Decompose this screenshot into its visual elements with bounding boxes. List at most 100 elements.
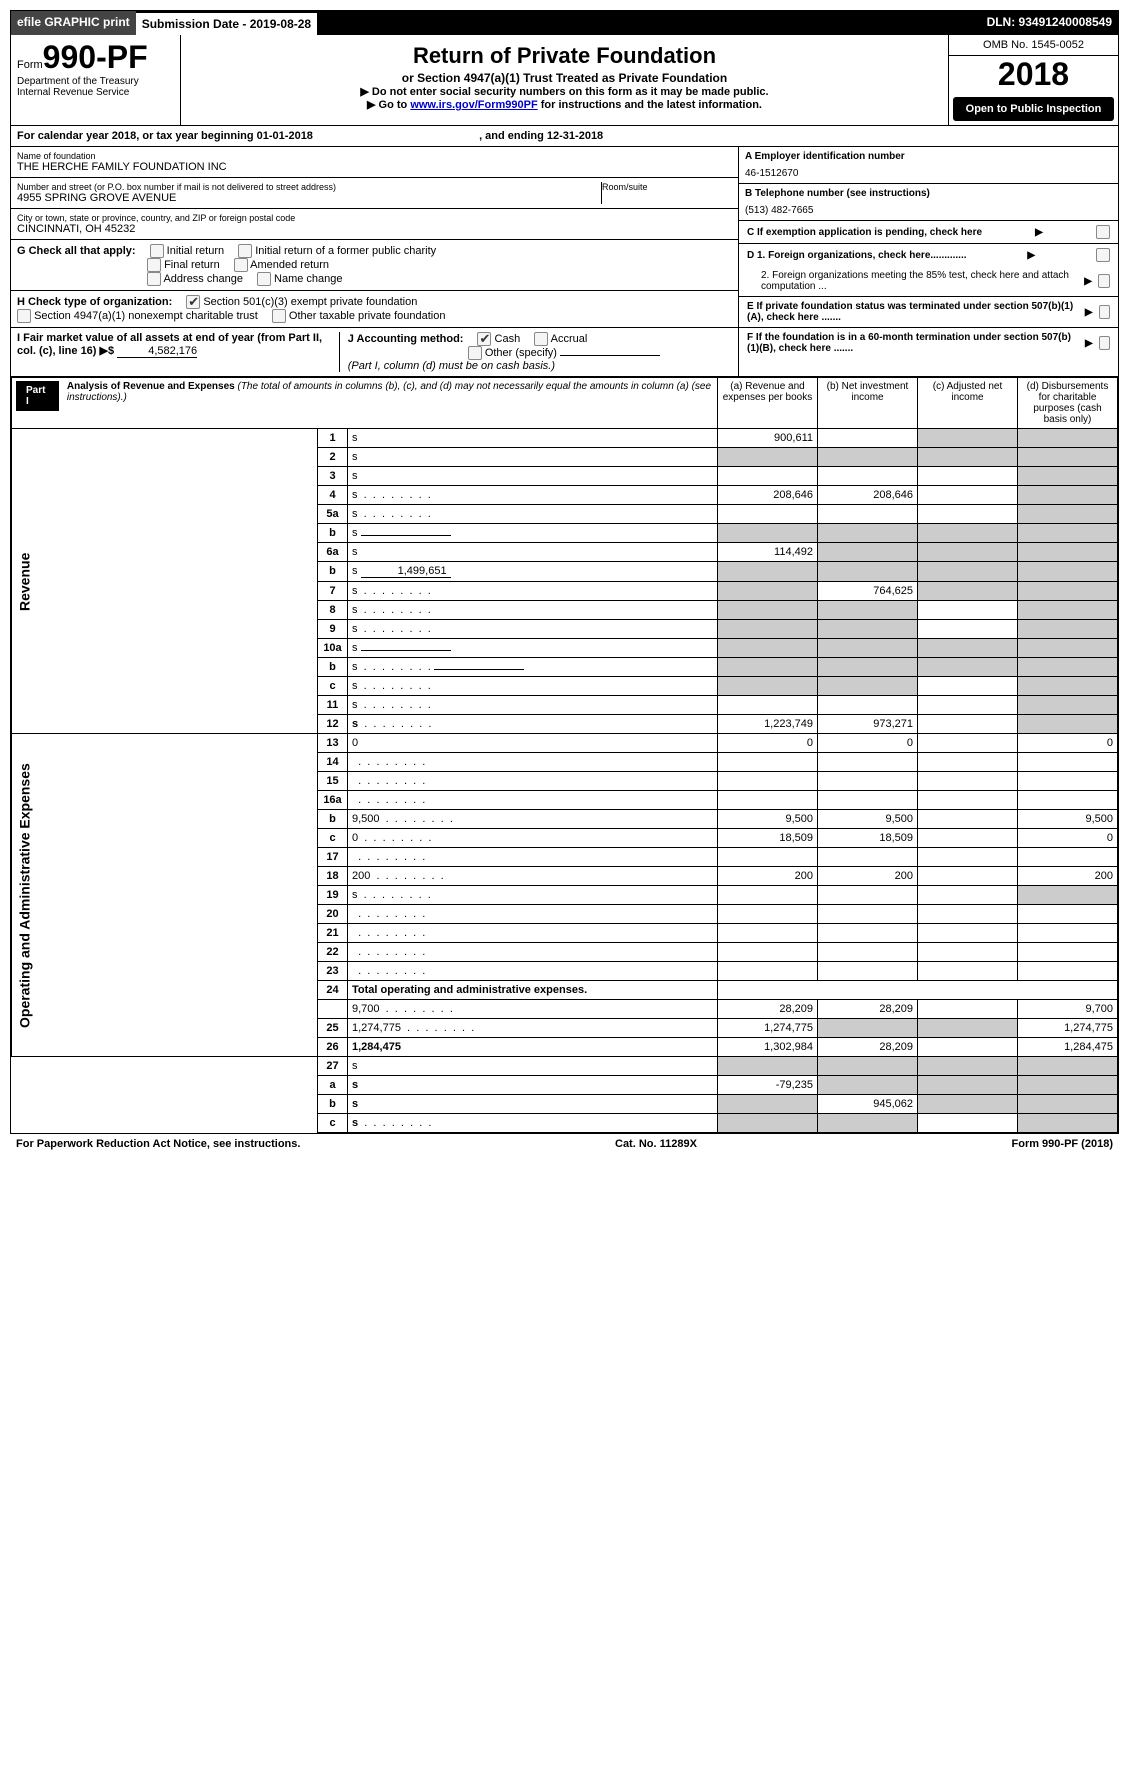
city-value: CINCINNATI, OH 45232 [17, 223, 732, 235]
value-cell [918, 467, 1018, 486]
checkbox-icon[interactable] [147, 258, 161, 272]
d1-item: D 1. Foreign organizations, check here..… [739, 244, 1118, 266]
table-row: as-79,235 [12, 1076, 1118, 1095]
part-title-wrap: Analysis of Revenue and Expenses (The to… [67, 381, 713, 403]
cal-start: 01-01-2018 [257, 130, 313, 142]
checkbox-icon[interactable] [17, 309, 31, 323]
value-cell [1018, 524, 1118, 543]
checkbox-icon[interactable] [257, 272, 271, 286]
checkbox-icon[interactable] [534, 332, 548, 346]
value-cell [718, 848, 818, 867]
value-cell [718, 772, 818, 791]
line-description: s [348, 1095, 718, 1114]
value-cell [918, 829, 1018, 848]
value-cell [718, 505, 818, 524]
value-cell: 9,500 [1018, 810, 1118, 829]
value-cell [818, 791, 918, 810]
value-cell [1018, 429, 1118, 448]
checkbox-checked-icon[interactable] [186, 295, 200, 309]
h-opt-3: Other taxable private foundation [272, 309, 446, 323]
room-label: Room/suite [602, 182, 732, 192]
value-cell: 9,500 [818, 810, 918, 829]
checkbox-icon[interactable] [1099, 336, 1110, 350]
irs-link[interactable]: www.irs.gov/Form990PF [410, 99, 537, 111]
value-cell [918, 848, 1018, 867]
line-description: s [348, 505, 718, 524]
value-cell: 208,646 [818, 486, 918, 505]
line-description: s [348, 715, 718, 734]
value-cell [918, 734, 1018, 753]
line-number: 24 [318, 981, 348, 1000]
calendar-year-line: For calendar year 2018, or tax year begi… [11, 126, 1118, 147]
note2-post: for instructions and the latest informat… [538, 99, 762, 111]
value-cell [1018, 620, 1118, 639]
checkbox-checked-icon[interactable] [477, 332, 491, 346]
j-accrual: Accrual [534, 332, 587, 346]
ein-cell: A Employer identification number 46-1512… [739, 147, 1118, 184]
checkbox-icon[interactable] [234, 258, 248, 272]
value-cell [818, 772, 918, 791]
value-cell [918, 562, 1018, 582]
value-cell [918, 639, 1018, 658]
value-cell [918, 905, 1018, 924]
value-cell [1018, 562, 1118, 582]
line-number: 4 [318, 486, 348, 505]
checkbox-icon[interactable] [238, 244, 252, 258]
value-cell [1018, 943, 1118, 962]
checkbox-icon[interactable] [147, 272, 161, 286]
line-description: 200 [348, 867, 718, 886]
checkbox-icon[interactable] [272, 309, 286, 323]
j-other: Other (specify) [468, 346, 660, 360]
value-cell [718, 753, 818, 772]
value-cell: 28,209 [818, 1038, 918, 1057]
value-cell [1018, 639, 1118, 658]
checkbox-icon[interactable] [1098, 274, 1110, 288]
value-cell [1018, 715, 1118, 734]
top-spacer [317, 11, 980, 35]
side-label: Operating and Administrative Expenses [12, 734, 318, 1057]
checkbox-icon[interactable] [150, 244, 164, 258]
header-mid: Return of Private Foundation or Section … [181, 35, 948, 125]
line-number: 7 [318, 582, 348, 601]
part1-table: Part I Analysis of Revenue and Expenses … [11, 377, 1118, 1133]
line-description [348, 753, 718, 772]
value-cell: 1,274,775 [1018, 1019, 1118, 1038]
value-cell [918, 505, 1018, 524]
table-row: cs [12, 1114, 1118, 1133]
value-cell [1018, 1095, 1118, 1114]
value-cell: 1,302,984 [718, 1038, 818, 1057]
line-number: c [318, 1114, 348, 1133]
checkbox-icon[interactable] [1096, 225, 1110, 239]
table-row: bs945,062 [12, 1095, 1118, 1114]
addr-label: Number and street (or P.O. box number if… [17, 182, 601, 192]
pad-cell [12, 1057, 318, 1076]
g-opt-0: Initial return [150, 244, 225, 258]
g-opt-4: Address change [147, 272, 243, 286]
fmv-value: 4,582,176 [117, 345, 197, 358]
value-cell [718, 943, 818, 962]
g-opt-3: Amended return [234, 258, 329, 272]
line-description: s [348, 639, 718, 658]
checkbox-icon[interactable] [468, 346, 482, 360]
note2-pre: ▶ Go to [367, 99, 410, 111]
value-cell [918, 1076, 1018, 1095]
value-cell [918, 677, 1018, 696]
line-description: s [348, 429, 718, 448]
a-label: A Employer identification number [745, 151, 1112, 162]
street-address: 4955 SPRING GROVE AVENUE [17, 192, 601, 204]
cal-pre: For calendar year 2018, or tax year begi… [17, 130, 257, 142]
value-cell: 28,209 [718, 1000, 818, 1019]
value-cell [818, 429, 918, 448]
table-row: 27s [12, 1057, 1118, 1076]
value-cell [1018, 505, 1118, 524]
value-cell: 200 [818, 867, 918, 886]
info-right: A Employer identification number 46-1512… [738, 147, 1118, 376]
line-number: 9 [318, 620, 348, 639]
city-label: City or town, state or province, country… [17, 213, 732, 223]
value-cell [1018, 962, 1118, 981]
value-cell [1018, 924, 1118, 943]
value-cell [1018, 543, 1118, 562]
c-item: C If exemption application is pending, c… [739, 221, 1118, 244]
checkbox-icon[interactable] [1099, 305, 1110, 319]
checkbox-icon[interactable] [1096, 248, 1110, 262]
